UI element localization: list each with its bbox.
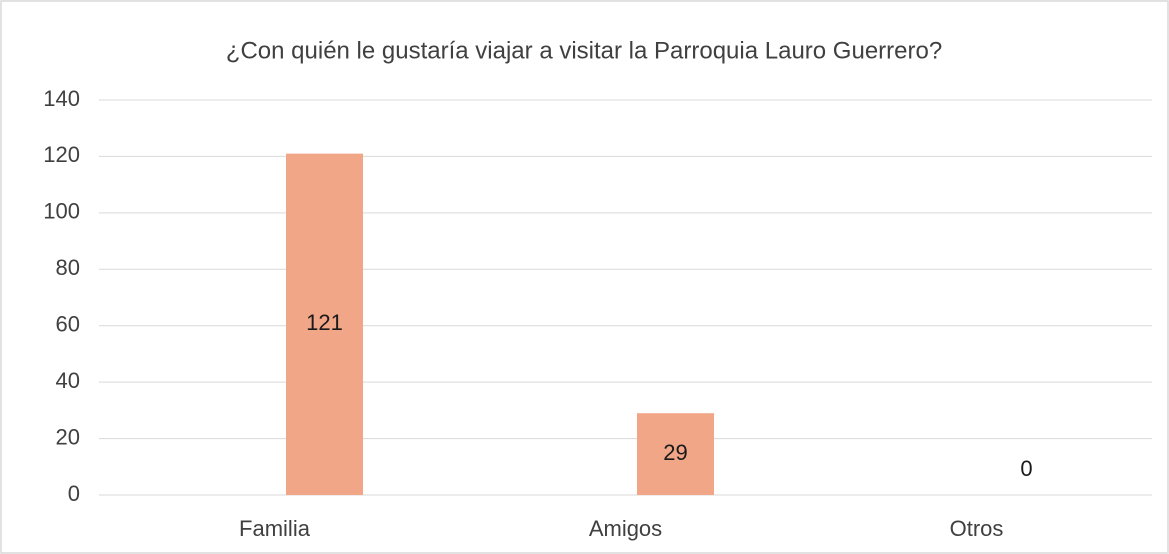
- y-tick-label: 120: [43, 142, 80, 167]
- y-tick-label: 140: [43, 86, 80, 111]
- y-tick-label: 100: [43, 199, 80, 224]
- data-label: 0: [1020, 456, 1032, 481]
- y-tick-label: 60: [56, 312, 80, 337]
- y-tick-label: 80: [56, 255, 80, 280]
- x-tick-label: Familia: [239, 516, 311, 541]
- y-tick-label: 0: [68, 481, 80, 506]
- data-label: 29: [663, 440, 687, 465]
- x-tick-label: Amigos: [589, 516, 662, 541]
- chart-title: ¿Con quién le gustaría viajar a visitar …: [226, 37, 942, 64]
- y-tick-label: 40: [56, 368, 80, 393]
- bar: [286, 153, 363, 495]
- x-tick-label: Otros: [950, 516, 1004, 541]
- data-label: 121: [306, 310, 343, 335]
- bar: [637, 413, 714, 495]
- y-tick-label: 20: [56, 424, 80, 449]
